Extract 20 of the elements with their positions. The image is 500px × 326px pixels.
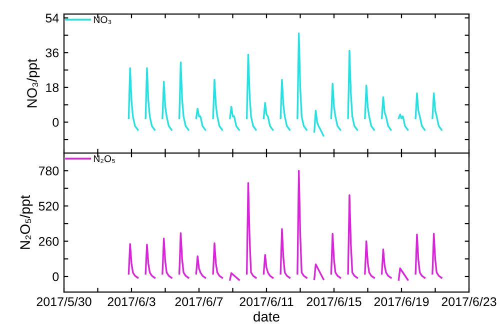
y-tick-label: 36: [46, 48, 59, 58]
text: NO₃: [94, 16, 112, 24]
text: N₂O₅: [94, 155, 115, 163]
y-tick-label: 18: [46, 83, 59, 92]
x-tick-label: 2017/6/7: [175, 296, 223, 306]
x-tick-label: 2017/6/19: [374, 296, 429, 306]
y-tick-label: 260: [38, 237, 59, 246]
y-tick-label: 520: [38, 202, 59, 211]
x-axis-title: date: [254, 311, 280, 322]
y-axis-title: NO₃/ppt: [26, 58, 40, 108]
x-tick-label: 2017/6/15: [306, 296, 362, 306]
y-tick-label: 0: [52, 118, 59, 127]
x-tick-label: 2017/6/3: [108, 296, 156, 306]
x-tick-label: 2017/6/23: [442, 296, 496, 306]
y-tick-label: 54: [46, 14, 59, 23]
y-tick-label: 780: [38, 166, 59, 176]
y-axis-title: N₂O₅/ppt: [20, 195, 33, 249]
x-tick-label: 2017/5/30: [36, 296, 92, 306]
y-tick-label: 0: [52, 272, 59, 282]
x-tick-label: 2017/6/11: [240, 296, 294, 306]
